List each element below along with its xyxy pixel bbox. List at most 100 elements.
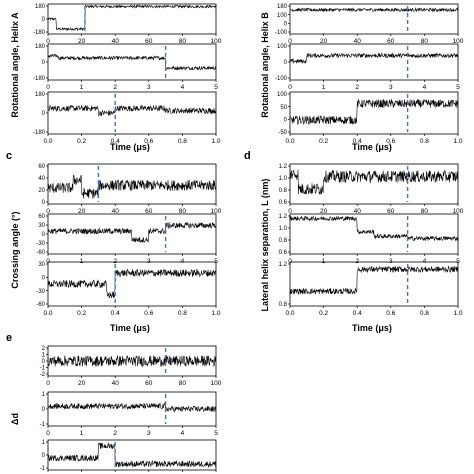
- x-tick-label: 0: [288, 258, 292, 265]
- y-tick-label: 100: [277, 44, 288, 50]
- x-axis-title-a: Time (μs): [110, 142, 150, 152]
- x-tick-label: 100: [211, 380, 222, 387]
- y-tick-label: 0.8: [279, 302, 288, 308]
- y-tick-label: 0: [284, 60, 288, 66]
- y-tick-label: 60: [38, 164, 45, 170]
- x-tick-label: 100: [211, 208, 222, 215]
- x-tick-label: 1: [322, 258, 326, 265]
- y-axis-title-helix-b: Rotational angle, Helix B: [260, 12, 270, 118]
- y-tick-label: 0: [42, 232, 46, 238]
- subplot-e-3: 0.00.20.40.60.81.010-1: [40, 439, 217, 472]
- x-tick-label: 4: [423, 258, 427, 265]
- y-tick-label: 1.2: [279, 214, 288, 220]
- x-tick-label: 5: [456, 258, 460, 265]
- y-axis-title-separation: Lateral helix separation, L (nm): [260, 178, 270, 312]
- x-tick-label: 1.0: [211, 310, 220, 317]
- x-tick-label: 0.4: [111, 138, 120, 145]
- y-tick-label: 0: [42, 407, 46, 413]
- y-tick-label: 180: [277, 4, 288, 10]
- x-tick-label: 3: [147, 84, 151, 91]
- series-trace: [47, 4, 217, 32]
- series-trace: [289, 215, 459, 242]
- x-tick-label: 4: [181, 430, 185, 437]
- x-tick-label: 5: [214, 258, 218, 265]
- x-tick-label: 5: [214, 430, 218, 437]
- x-tick-label: 80: [421, 208, 429, 215]
- y-tick-label: -180: [33, 30, 46, 36]
- y-tick-label: 180: [35, 4, 46, 10]
- y-axis-title-crossing: Crossing angle (°): [10, 211, 20, 289]
- x-tick-label: 60: [145, 380, 153, 387]
- subplot-d-1: 0 20 40 60 80 100 1.2 1.0 0.8 0.6: [279, 163, 464, 215]
- x-tick-label: 0: [288, 208, 292, 215]
- x-tick-label: 100: [453, 38, 464, 45]
- x-tick-label: 40: [112, 208, 120, 215]
- x-tick-label: 20: [78, 380, 86, 387]
- x-tick-label: 0.8: [420, 310, 429, 317]
- subplot-b-3: 0.0 0.2 0.4 0.6 0.8 1.0 100 50 0 -50: [277, 91, 463, 145]
- x-tick-label: 5: [214, 84, 218, 91]
- x-tick-label: 4: [181, 84, 185, 91]
- x-tick-label: 0.6: [144, 138, 153, 145]
- x-tick-label: 3: [389, 84, 393, 91]
- x-tick-label: 0.0: [285, 310, 294, 317]
- x-tick-label: 0.2: [319, 310, 328, 317]
- x-tick-label: 0.0: [285, 138, 294, 145]
- x-axis-title-d: Time (μs): [352, 323, 392, 333]
- series-trace: [47, 354, 217, 368]
- y-tick-label: 0: [284, 22, 288, 28]
- plot-frame: [289, 43, 459, 81]
- x-tick-label: 0.6: [386, 310, 395, 317]
- y-tick-label: 1: [42, 392, 46, 398]
- y-tick-label: -60: [36, 302, 45, 308]
- x-tick-label: 0.4: [353, 310, 362, 317]
- x-tick-label: 80: [179, 38, 187, 45]
- x-tick-label: 1.0: [211, 138, 220, 145]
- plot-frame: [47, 43, 217, 81]
- x-tick-label: 1: [322, 84, 326, 91]
- y-tick-label: -1: [40, 466, 46, 472]
- x-tick-label: 40: [112, 380, 120, 387]
- x-tick-label: 60: [145, 38, 153, 45]
- y-tick-label: -30: [36, 241, 45, 247]
- y-tick-label: 0: [42, 17, 46, 23]
- x-tick-label: 2: [355, 258, 359, 265]
- y-tick-label: 1.0: [279, 176, 288, 182]
- y-tick-label: 30: [38, 223, 45, 229]
- x-tick-label: 2: [113, 258, 117, 265]
- y-tick-label: 1.2: [279, 262, 288, 268]
- x-tick-label: 0: [46, 84, 50, 91]
- series-trace: [47, 174, 217, 199]
- y-tick-label: 0: [42, 453, 46, 459]
- x-tick-label: 5: [456, 84, 460, 91]
- x-tick-label: 0.2: [319, 138, 328, 145]
- y-tick-label: 2: [42, 346, 46, 352]
- x-tick-label: 20: [320, 38, 328, 45]
- y-tick-label: -100: [275, 30, 288, 36]
- y-tick-label: -100: [275, 76, 288, 82]
- series-trace: [47, 268, 217, 299]
- y-tick-label: 1: [42, 353, 46, 359]
- y-tick-label: 40: [38, 176, 45, 182]
- x-axis-title-b: Time (μs): [352, 142, 392, 152]
- x-tick-label: 100: [453, 208, 464, 215]
- y-tick-label: 0: [42, 60, 46, 66]
- y-tick-label: 50: [280, 105, 287, 111]
- y-tick-label: -180: [33, 76, 46, 82]
- y-tick-label: -180: [33, 130, 46, 136]
- y-tick-label: -1: [40, 366, 46, 372]
- series-trace: [289, 98, 459, 125]
- x-tick-label: 0.0: [43, 310, 52, 317]
- series-trace: [289, 265, 459, 295]
- x-tick-label: 1: [80, 258, 84, 265]
- y-tick-label: 1: [42, 440, 46, 446]
- panel-label-d: d: [244, 150, 251, 162]
- x-tick-label: 1.0: [453, 138, 462, 145]
